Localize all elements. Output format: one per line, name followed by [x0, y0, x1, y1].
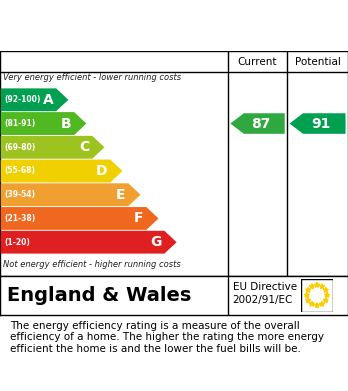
Polygon shape — [1, 136, 104, 159]
Polygon shape — [325, 292, 330, 297]
Polygon shape — [306, 298, 311, 302]
Polygon shape — [304, 292, 309, 297]
Polygon shape — [1, 160, 122, 183]
Text: Current: Current — [238, 57, 277, 66]
Polygon shape — [1, 112, 86, 135]
Text: (55-68): (55-68) — [5, 167, 36, 176]
Text: Energy Efficiency Rating: Energy Efficiency Rating — [10, 16, 258, 34]
Text: (21-38): (21-38) — [5, 214, 36, 223]
Text: England & Wales: England & Wales — [7, 286, 191, 305]
Text: F: F — [134, 212, 144, 226]
Text: B: B — [61, 117, 71, 131]
Text: EU Directive
2002/91/EC: EU Directive 2002/91/EC — [233, 282, 297, 305]
Text: 87: 87 — [251, 117, 270, 131]
Text: D: D — [96, 164, 108, 178]
Polygon shape — [319, 284, 325, 289]
Polygon shape — [1, 183, 141, 206]
Polygon shape — [306, 287, 311, 292]
Polygon shape — [315, 303, 319, 307]
Text: (81-91): (81-91) — [5, 119, 36, 128]
Text: A: A — [43, 93, 53, 107]
Polygon shape — [1, 88, 68, 111]
Text: (69-80): (69-80) — [5, 143, 36, 152]
Text: (39-54): (39-54) — [5, 190, 36, 199]
Polygon shape — [309, 301, 314, 306]
Polygon shape — [1, 207, 159, 230]
Text: (1-20): (1-20) — [5, 238, 31, 247]
Polygon shape — [323, 287, 328, 292]
Text: C: C — [79, 140, 89, 154]
Polygon shape — [230, 113, 285, 134]
Polygon shape — [323, 298, 328, 302]
Text: 91: 91 — [311, 117, 330, 131]
Text: G: G — [150, 235, 161, 249]
Polygon shape — [290, 113, 346, 134]
Text: Potential: Potential — [295, 57, 340, 66]
Text: (92-100): (92-100) — [5, 95, 41, 104]
Polygon shape — [309, 284, 314, 289]
Polygon shape — [319, 301, 325, 306]
Polygon shape — [315, 282, 319, 287]
Polygon shape — [1, 231, 176, 254]
Text: The energy efficiency rating is a measure of the overall efficiency of a home. T: The energy efficiency rating is a measur… — [10, 321, 324, 354]
Text: Not energy efficient - higher running costs: Not energy efficient - higher running co… — [3, 260, 181, 269]
Text: E: E — [116, 188, 126, 202]
Text: Very energy efficient - lower running costs: Very energy efficient - lower running co… — [3, 73, 182, 83]
